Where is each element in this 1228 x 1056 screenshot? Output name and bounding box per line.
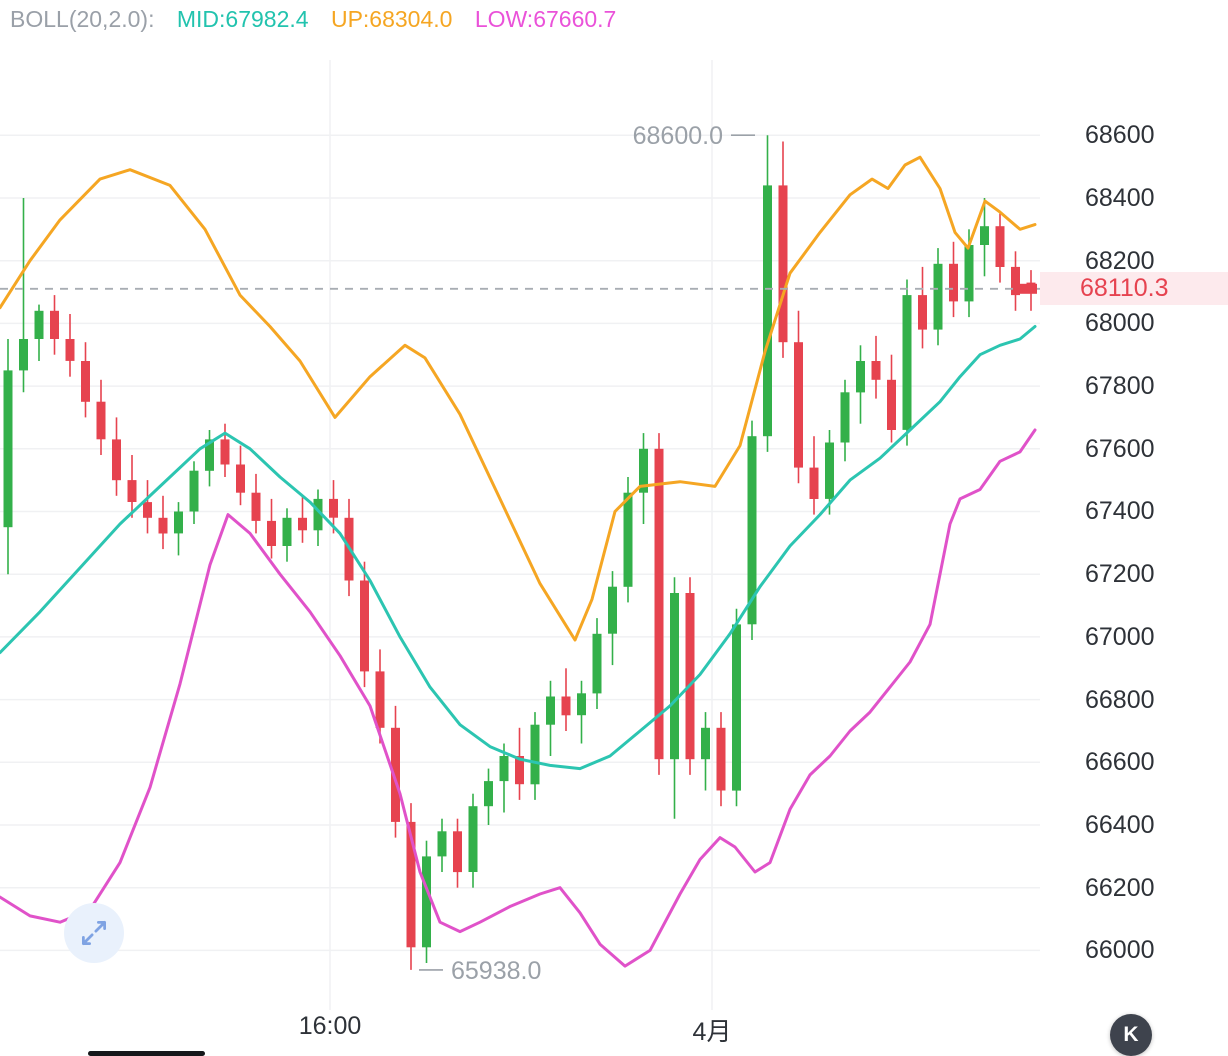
candle-body [747, 436, 757, 625]
boll-up-value: UP:68304.0 [330, 6, 453, 32]
candle-body [96, 401, 106, 440]
candle-body [670, 593, 679, 760]
candle-body [65, 339, 75, 361]
candle-body [267, 520, 276, 546]
candle-body [949, 263, 958, 302]
candle-body [3, 370, 13, 528]
candle-body [887, 379, 896, 430]
candle-body [282, 517, 292, 546]
candle-body [406, 821, 416, 948]
candle-body [236, 464, 245, 493]
candle-body [19, 339, 28, 371]
candle-body [623, 492, 633, 587]
candle-body [422, 856, 431, 948]
kline-button-label: K [1123, 1023, 1139, 1046]
candle-body [980, 226, 989, 245]
candle-body [825, 442, 834, 499]
candle-body [205, 439, 214, 471]
low-annotation-label: 65938.0 [451, 957, 541, 985]
candle-body [515, 756, 524, 785]
bollinger-upper-line [0, 155, 1037, 642]
candle-body [546, 696, 555, 725]
expand-arrows-icon [82, 921, 106, 945]
boll-indicator-readout: BOLL(20,2.0): MID:67982.4 UP:68304.0 LOW… [10, 6, 632, 33]
candle-body [174, 511, 183, 534]
bollinger-middle-line [0, 325, 1037, 771]
candle-body [1011, 266, 1020, 296]
high-annotation-label: 68600.0 [633, 122, 723, 150]
candle-body [918, 295, 927, 330]
candle-body [251, 492, 261, 521]
time-tick-label: 16:00 [298, 1012, 362, 1040]
candle-body [484, 781, 493, 807]
candle-body [81, 361, 90, 402]
candle-body [127, 480, 137, 502]
candle-body [639, 448, 648, 493]
bottom-partial-bar [88, 1051, 205, 1056]
bollinger-lower-line [0, 428, 1037, 968]
time-axis: 16:00 4月 [0, 1012, 1040, 1046]
candle-body [902, 295, 912, 430]
candle-body [360, 580, 369, 672]
candle-body [112, 439, 121, 481]
candle-body [375, 671, 385, 728]
candle-body [933, 263, 943, 330]
candle-body [189, 470, 199, 512]
expand-chart-button[interactable] [64, 903, 124, 963]
candle-body [871, 361, 881, 380]
kline-button[interactable]: K [1110, 1014, 1152, 1056]
candle-body [840, 392, 850, 443]
candle-body [701, 727, 710, 760]
candle-body [592, 633, 602, 694]
last-price-marker [1020, 283, 1037, 294]
boll-low-value: LOW:67660.7 [474, 6, 617, 32]
candle-body [437, 831, 447, 857]
candle-body [716, 727, 726, 791]
candle-body [468, 806, 478, 872]
candle-body [329, 498, 338, 518]
candle-body [732, 624, 741, 791]
candle-body [143, 502, 152, 518]
candle-body [577, 693, 586, 716]
candle-body [313, 498, 323, 531]
candle-body [298, 517, 307, 531]
candle-body [220, 439, 230, 465]
candle-body [391, 727, 400, 822]
indicator-name: BOLL(20,2.0): [10, 6, 155, 32]
boll-mid-value: MID:67982.4 [176, 6, 309, 32]
last-price-value: 68110.3 [1080, 274, 1169, 303]
candle-body [995, 226, 1005, 267]
last-price-badge: 68110.3 [1040, 272, 1228, 306]
time-tick-label: 4月 [692, 1018, 732, 1046]
candle-body [654, 448, 664, 760]
candle-body [608, 586, 617, 634]
candle-body [453, 831, 462, 873]
candle-body [778, 185, 788, 343]
candle-body [794, 342, 803, 468]
candle-body [499, 756, 509, 782]
candle-body [856, 361, 865, 393]
candle-body [964, 245, 974, 302]
candle-body [561, 696, 571, 716]
candle-body [158, 517, 168, 534]
candle-body [34, 310, 44, 339]
candle-body [50, 310, 59, 339]
candle-body [763, 185, 772, 437]
candle-body [685, 593, 695, 760]
candle-body [809, 467, 819, 499]
candle-body [530, 724, 540, 785]
